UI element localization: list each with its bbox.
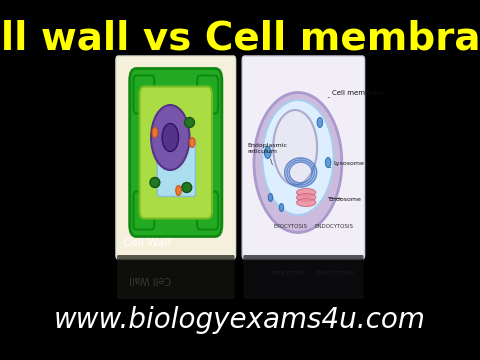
FancyBboxPatch shape <box>116 56 236 259</box>
FancyBboxPatch shape <box>197 76 218 113</box>
Ellipse shape <box>297 194 316 202</box>
FancyBboxPatch shape <box>242 56 365 259</box>
Text: ENDOCYTOSIS: ENDOCYTOSIS <box>314 224 353 229</box>
Text: EXOCYTOSIS: EXOCYTOSIS <box>273 224 307 229</box>
Circle shape <box>264 147 271 158</box>
Circle shape <box>176 185 181 195</box>
FancyBboxPatch shape <box>140 86 212 219</box>
Text: Lysosome: Lysosome <box>330 161 364 167</box>
Ellipse shape <box>182 183 192 193</box>
Ellipse shape <box>262 100 334 215</box>
Text: Endoplasmic
reticulum: Endoplasmic reticulum <box>247 143 287 165</box>
Ellipse shape <box>273 110 317 185</box>
FancyBboxPatch shape <box>197 192 218 230</box>
Ellipse shape <box>184 117 194 127</box>
Text: Cell membrane: Cell membrane <box>328 90 385 98</box>
Text: EXOCYTOSIS: EXOCYTOSIS <box>272 271 306 276</box>
Ellipse shape <box>254 93 342 233</box>
Ellipse shape <box>297 189 316 197</box>
Circle shape <box>317 117 323 127</box>
FancyBboxPatch shape <box>133 76 155 113</box>
Text: Cell Wall: Cell Wall <box>129 274 171 284</box>
Circle shape <box>325 158 331 167</box>
Text: ENDOCYTOSIS: ENDOCYTOSIS <box>316 271 355 276</box>
FancyBboxPatch shape <box>243 255 363 299</box>
FancyBboxPatch shape <box>133 192 155 230</box>
Ellipse shape <box>150 177 160 188</box>
Text: Endosome: Endosome <box>328 197 361 202</box>
FancyBboxPatch shape <box>157 139 195 197</box>
FancyBboxPatch shape <box>117 255 235 299</box>
FancyBboxPatch shape <box>130 68 222 237</box>
Circle shape <box>268 194 273 202</box>
Circle shape <box>152 127 157 138</box>
Circle shape <box>190 138 195 148</box>
Text: Cell wall vs Cell membrane: Cell wall vs Cell membrane <box>0 19 480 57</box>
Circle shape <box>279 203 284 212</box>
Text: www.biologyexams4u.com: www.biologyexams4u.com <box>54 306 426 334</box>
Ellipse shape <box>162 123 179 152</box>
Ellipse shape <box>151 105 190 170</box>
Text: Cell Wall: Cell Wall <box>122 238 170 248</box>
Ellipse shape <box>297 198 316 207</box>
